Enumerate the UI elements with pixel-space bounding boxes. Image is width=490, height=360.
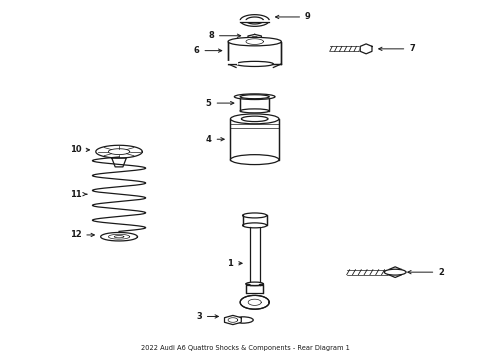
Polygon shape xyxy=(112,158,126,167)
Polygon shape xyxy=(240,295,269,309)
Ellipse shape xyxy=(236,61,273,67)
Ellipse shape xyxy=(232,317,253,323)
Ellipse shape xyxy=(243,213,267,218)
Ellipse shape xyxy=(230,155,279,165)
Ellipse shape xyxy=(246,282,264,285)
Text: 5: 5 xyxy=(206,99,234,108)
Polygon shape xyxy=(224,315,241,325)
Bar xyxy=(230,119,279,159)
Polygon shape xyxy=(96,145,142,158)
Text: 8: 8 xyxy=(208,31,241,40)
Text: 11: 11 xyxy=(70,190,87,199)
Text: 4: 4 xyxy=(206,135,224,144)
Ellipse shape xyxy=(234,94,275,100)
Bar xyxy=(246,285,264,293)
Ellipse shape xyxy=(384,269,406,275)
Text: 6: 6 xyxy=(194,46,222,55)
Ellipse shape xyxy=(228,37,281,46)
Text: 10: 10 xyxy=(70,145,90,154)
Text: 2: 2 xyxy=(408,267,444,276)
Ellipse shape xyxy=(240,95,269,99)
Text: 9: 9 xyxy=(275,13,311,22)
Polygon shape xyxy=(389,267,401,278)
Ellipse shape xyxy=(230,114,279,124)
Text: 3: 3 xyxy=(196,312,219,321)
Ellipse shape xyxy=(243,223,267,228)
Text: 12: 12 xyxy=(70,230,95,239)
Bar xyxy=(228,42,281,64)
Bar xyxy=(243,215,267,225)
Bar xyxy=(240,97,269,111)
Text: 2022 Audi A6 Quattro Shocks & Components - Rear Diagram 1: 2022 Audi A6 Quattro Shocks & Components… xyxy=(141,345,349,351)
Polygon shape xyxy=(248,35,261,41)
Ellipse shape xyxy=(240,109,269,113)
Polygon shape xyxy=(100,233,138,241)
Ellipse shape xyxy=(242,116,268,122)
Text: 1: 1 xyxy=(227,259,242,268)
Text: 7: 7 xyxy=(379,44,415,53)
Polygon shape xyxy=(360,44,372,54)
